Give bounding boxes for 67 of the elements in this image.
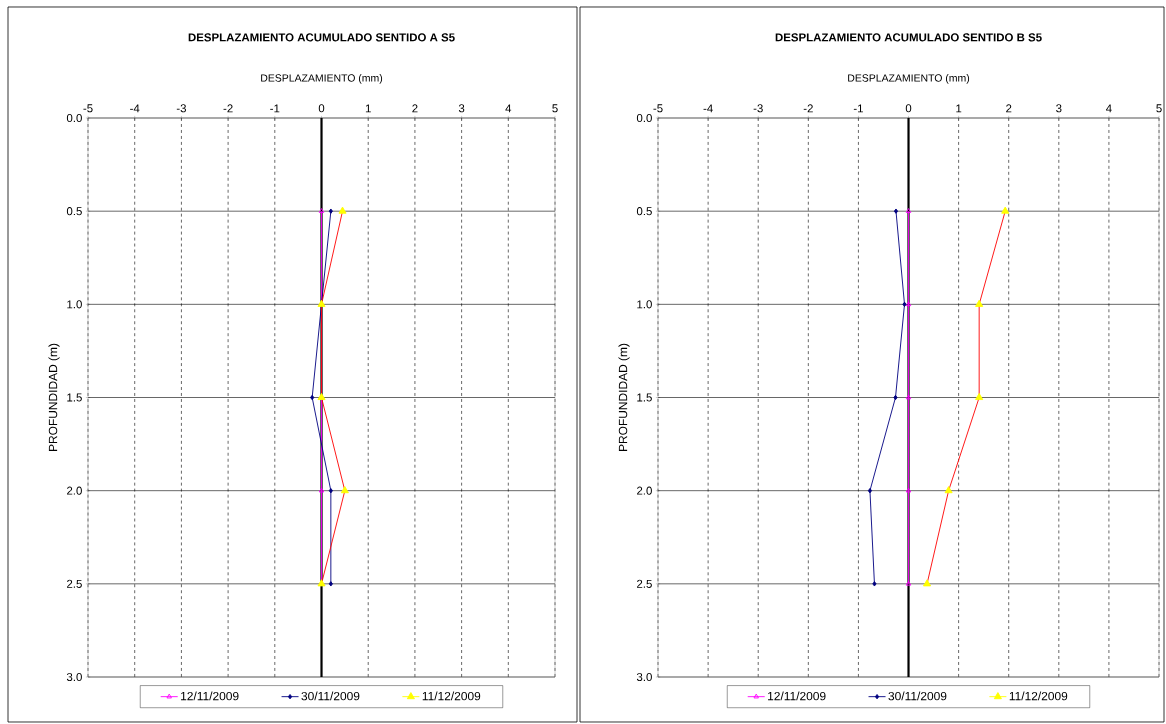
y-tick-label: 0.5	[66, 207, 82, 216]
legend-label: 30/11/2009	[888, 691, 947, 701]
point	[338, 206, 347, 214]
point	[328, 208, 333, 214]
y-tick-label: 2.0	[67, 486, 82, 495]
x-tick-label: 1	[365, 104, 371, 113]
point	[905, 487, 912, 493]
y-tick-label: 1.5	[637, 393, 652, 402]
x-tick-label: -2	[803, 104, 813, 113]
legend-label: 12/11/2009	[768, 691, 826, 701]
legend-label: 11/12/2009	[422, 691, 481, 701]
point	[975, 299, 984, 307]
point	[1001, 206, 1010, 214]
x-tick-label: 0	[318, 104, 325, 113]
x-axis-title: DESPLAZAMIENTO (mm)	[261, 74, 383, 84]
point	[905, 301, 912, 307]
y-tick-label: 2.5	[637, 579, 652, 588]
point	[923, 579, 932, 587]
point	[893, 208, 899, 214]
y-axis-title: PROFUNDIDAD (m)	[618, 343, 630, 451]
x-tick-label: -4	[703, 104, 713, 113]
point	[905, 394, 912, 400]
y-tick-label: 0.0	[636, 113, 652, 123]
point	[310, 394, 315, 401]
x-tick-label: -5	[653, 104, 663, 113]
point	[867, 488, 873, 494]
x-tick-label: 0	[905, 104, 912, 113]
x-tick-label: -2	[223, 104, 233, 113]
x-tick-label: -1	[270, 104, 280, 113]
x-tick-label: 2	[1006, 104, 1012, 113]
y-tick-label: 1.5	[67, 393, 82, 402]
x-tick-label: -4	[130, 104, 140, 113]
x-axis-title: DESPLAZAMIENTO (mm)	[848, 74, 970, 84]
point	[975, 392, 984, 401]
x-tick-label: 3	[458, 104, 465, 113]
point	[902, 301, 907, 307]
y-tick-label: 3.0	[636, 672, 652, 682]
y-tick-label: 2.0	[637, 486, 652, 495]
x-tick-label: 3	[1056, 104, 1062, 113]
x-tick-label: 5	[1156, 104, 1162, 113]
x-tick-label: 2	[412, 104, 418, 113]
x-tick-label: -3	[753, 104, 763, 113]
point	[340, 486, 349, 494]
y-tick-label: 0.0	[66, 113, 82, 123]
chart-title: DESPLAZAMIENTO ACUMULADO SENTIDO B S5	[775, 33, 1042, 42]
x-tick-label: 4	[505, 104, 512, 113]
x-tick-label: -3	[176, 104, 186, 113]
point	[328, 581, 333, 587]
point	[944, 486, 953, 494]
x-tick-label: 1	[956, 104, 962, 113]
x-tick-label: 5	[552, 104, 558, 113]
y-tick-label: 2.5	[67, 579, 82, 588]
y-tick-label: 1.0	[637, 300, 652, 309]
y-tick-label: 0.5	[636, 207, 652, 216]
y-tick-label: 3.0	[66, 672, 82, 682]
point	[872, 581, 877, 587]
legend-label: 30/11/2009	[301, 691, 360, 701]
legend-label: 12/11/2009	[181, 691, 239, 701]
x-tick-label: 4	[1106, 104, 1112, 113]
y-axis-title: PROFUNDIDAD (m)	[48, 343, 60, 451]
point	[893, 394, 898, 401]
x-tick-label: -1	[853, 104, 863, 113]
x-tick-label: -5	[83, 104, 93, 113]
y-tick-label: 1.0	[67, 300, 82, 309]
point	[328, 488, 333, 494]
chart-title: DESPLAZAMIENTO ACUMULADO SENTIDO A S5	[188, 33, 455, 42]
legend-label: 11/12/2009	[1009, 691, 1068, 701]
